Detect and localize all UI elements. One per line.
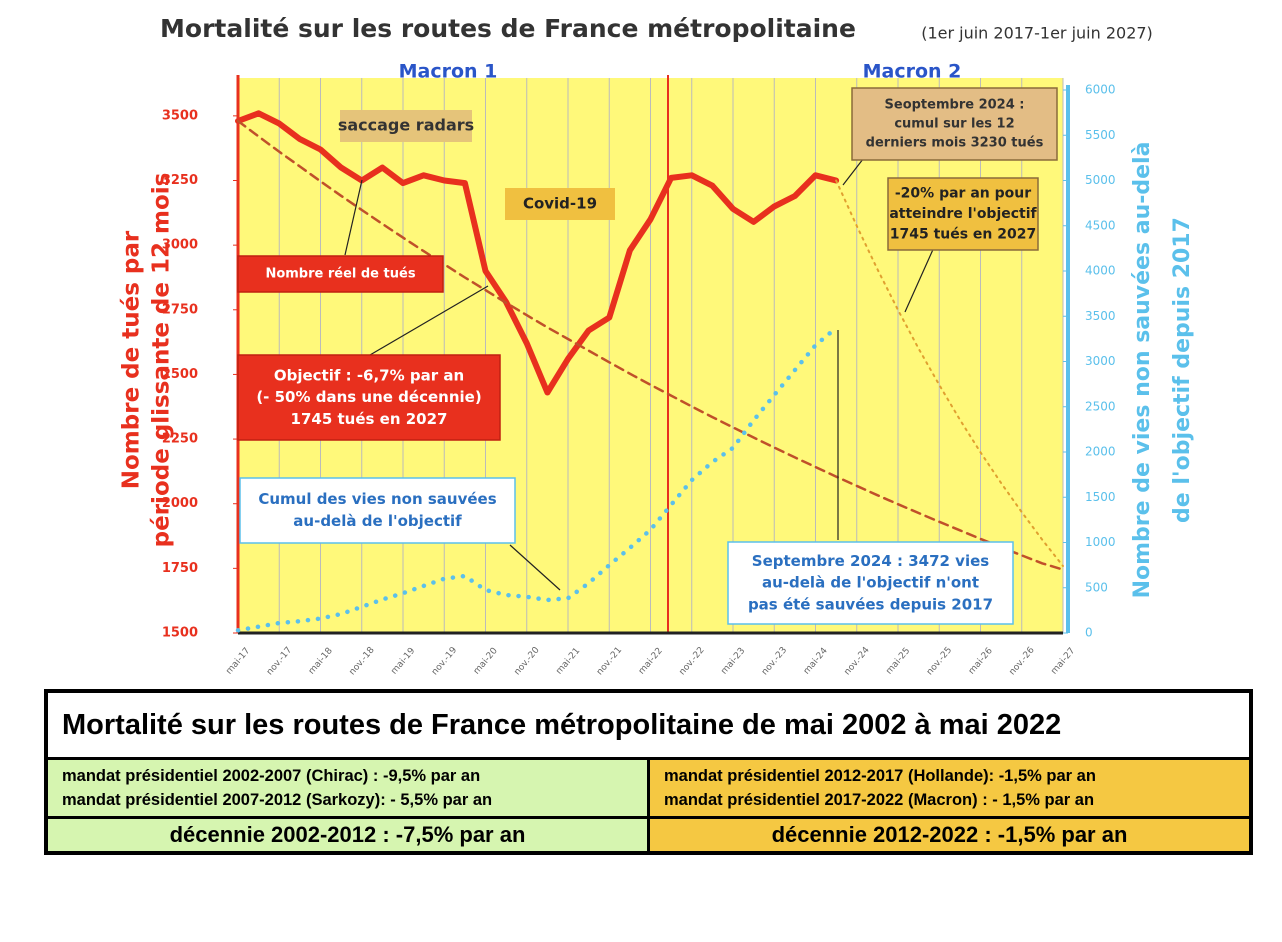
y2-tick-label: 3500	[1085, 309, 1116, 323]
annotation: Covid-19	[523, 195, 597, 213]
annotation-box	[239, 477, 516, 544]
annotation: pas été sauvées depuis 2017	[748, 595, 993, 613]
x-tick-label: nov.-19	[430, 645, 459, 677]
x-tick-label: mai-17	[224, 646, 252, 677]
series-line	[835, 179, 1064, 567]
y2-tick-label: 2000	[1085, 445, 1116, 459]
y2-tick-label: 1500	[1085, 490, 1116, 504]
x-tick-label: nov.-23	[760, 645, 789, 677]
y2-tick-label: 5500	[1085, 128, 1116, 142]
chart-subtitle: (1er juin 2017-1er juin 2027)	[921, 24, 1153, 43]
y-tick-label: 1500	[162, 626, 198, 641]
arrow	[509, 544, 561, 591]
x-tick-label: mai-22	[637, 646, 665, 677]
x-tick-label: mai-26	[967, 646, 995, 677]
x-tick-label: mai-19	[389, 646, 417, 677]
annotation: -20% par an pour	[895, 186, 1031, 202]
series-line	[236, 119, 1065, 571]
annotation-box	[727, 541, 1014, 625]
x-tick-label: nov.-17	[265, 645, 294, 677]
annotation-box	[237, 354, 501, 441]
series-line	[235, 110, 840, 396]
annotation: Macron 1	[399, 61, 498, 83]
annotation: atteindre l'objectif	[889, 206, 1037, 222]
annotation: 1745 tués en 2027	[291, 410, 448, 428]
annotation: Nombre réel de tués	[265, 267, 415, 282]
x-tick-label: mai-23	[719, 646, 747, 677]
y2-tick-label: 1000	[1085, 535, 1116, 549]
cell: décennie 2002-2012 : -7,5% par an	[48, 819, 650, 851]
annotation: Seoptembre 2024 :	[885, 98, 1025, 113]
cell: mandat présidentiel 2017-2022 (Macron) :…	[664, 791, 1095, 809]
cell: mandat présidentiel 2007-2012 (Sarkozy):…	[62, 791, 493, 809]
x-tick-label: mai-18	[307, 646, 335, 677]
y-tick-label: 2750	[162, 302, 198, 317]
annotation: Objectif : -6,7% par an	[274, 366, 464, 384]
annotation: saccage radars	[338, 116, 474, 135]
chart: Mortalité sur les routes de France métro…	[119, 14, 1196, 677]
y2-tick-label: 500	[1085, 580, 1108, 594]
annotation-box	[505, 188, 615, 220]
annotation: cumul sur les 12	[894, 117, 1014, 132]
y-tick-label: 2500	[162, 367, 198, 382]
annotation: Septembre 2024 : 3472 vies	[752, 552, 989, 570]
x-tick-label: nov.-21	[595, 645, 624, 677]
x-tick-label: mai-27	[1049, 646, 1077, 677]
y-tick-label: 3000	[162, 238, 198, 253]
arrow	[904, 244, 936, 313]
y2-tick-label: 4500	[1085, 218, 1116, 232]
y-tick-label: 2250	[162, 432, 198, 447]
annotation: Cumul des vies non sauvées	[258, 490, 496, 508]
x-tick-label: nov.-22	[678, 645, 707, 677]
series-line	[235, 325, 839, 633]
cell: mandat présidentiel 2002-2007 (Chirac) :…	[62, 767, 481, 785]
y2-tick-label: 4000	[1085, 264, 1116, 278]
y-tick-label: 2000	[162, 496, 198, 511]
x-tick-label: nov.-20	[513, 645, 542, 677]
annotation: 1745 tués en 2027	[890, 226, 1037, 242]
annotation: au-delà de l'objectif n'ont	[762, 574, 979, 592]
x-tick-label: mai-25	[884, 646, 912, 677]
y2-tick-label: 5000	[1085, 173, 1116, 187]
y2-axis-title: de l'objectif depuis 2017	[1170, 217, 1195, 523]
annotation: Macron 2	[863, 61, 962, 83]
cell: décennie 2012-2022 : -1,5% par an	[650, 819, 1249, 851]
table-title: Mortalité sur les routes de France métro…	[48, 693, 1249, 760]
y-axis-title: Nombre de tués par	[119, 230, 145, 489]
annotation-box	[340, 110, 472, 142]
x-tick-label: nov.-24	[843, 645, 872, 677]
annotation: derniers mois 3230 tués	[866, 135, 1044, 150]
cell: mandat présidentiel 2012-2017 (Hollande)…	[664, 767, 1096, 785]
x-tick-label: mai-24	[802, 646, 830, 677]
chart-title: Mortalité sur les routes de France métro…	[160, 14, 856, 43]
x-tick-label: nov.-18	[348, 645, 377, 677]
arrow	[344, 179, 363, 256]
annotation-box	[887, 177, 1039, 251]
x-tick-label: nov.-25	[925, 645, 954, 677]
y-tick-label: 3250	[162, 173, 198, 188]
y-tick-label: 1750	[162, 561, 198, 576]
y-tick-label: 3500	[162, 108, 198, 123]
y2-tick-label: 3000	[1085, 354, 1116, 368]
y-axis-title: période glissante de 12 mois	[149, 173, 175, 548]
table: Mortalité sur les routes de France métro…	[44, 689, 1253, 855]
x-tick-label: nov.-26	[1008, 645, 1037, 677]
y2-tick-label: 2500	[1085, 399, 1116, 413]
x-tick-label: mai-20	[472, 646, 500, 677]
annotation-box	[851, 87, 1058, 161]
y2-tick-label: 6000	[1085, 83, 1116, 97]
annotation: au-delà de l'objectif	[293, 512, 462, 530]
annotation-box	[237, 255, 444, 293]
arrow	[369, 285, 489, 356]
x-tick-label: mai-21	[554, 646, 582, 677]
y2-tick-label: 0	[1085, 626, 1093, 640]
annotation: (- 50% dans une décennie)	[256, 388, 481, 406]
y2-axis-title: Nombre de vies non sauvées au-delà	[1130, 142, 1155, 599]
